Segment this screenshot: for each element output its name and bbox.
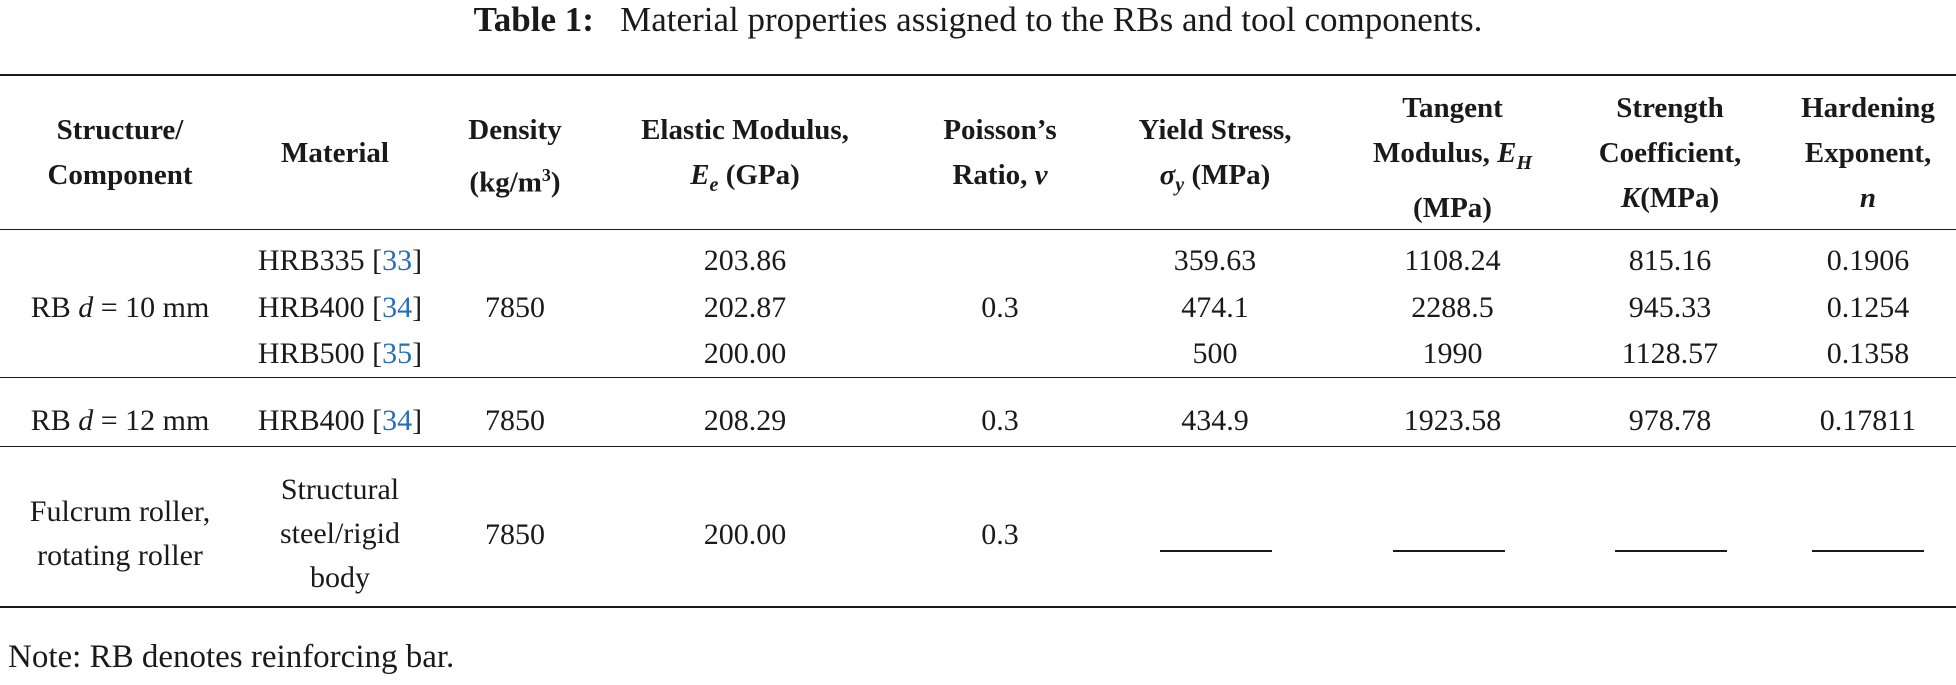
citation-link[interactable]: 35 xyxy=(382,337,413,370)
group1-row2-yield: 500 xyxy=(1192,337,1238,370)
group1-row1-hardening: 0.1254 xyxy=(1826,291,1910,324)
group1-row2-material: HRB500 [35] xyxy=(257,337,423,370)
group2-yield: 434.9 xyxy=(1181,404,1249,437)
group1-row2-tangent: 1990 xyxy=(1422,337,1483,370)
group1-rule xyxy=(0,377,1956,378)
group1-structure: RB d = 10 mm xyxy=(30,291,210,324)
citation-link[interactable]: 34 xyxy=(382,291,413,324)
group2-tangent: 1923.58 xyxy=(1403,404,1502,437)
group2-rule xyxy=(0,446,1956,447)
header-structure: Structure/ Component xyxy=(47,114,193,191)
group3-hardening-dash xyxy=(1812,550,1924,552)
table-caption: Table 1: Material properties assigned to… xyxy=(0,0,1956,40)
header-poisson: Poisson’s Ratio, ν xyxy=(943,114,1057,191)
caption-text: Material properties assigned to the RBs … xyxy=(620,0,1483,39)
group2-strength: 978.78 xyxy=(1628,404,1712,437)
group2-elastic: 208.29 xyxy=(703,404,787,437)
header-hardening-exponent: Hardening Exponent, n xyxy=(1801,92,1935,214)
header-tangent-modulus: Tangent Modulus, EH (MPa) xyxy=(1372,92,1532,224)
header-strength-coefficient: Strength Coefficient, K(MPa) xyxy=(1598,92,1742,214)
group1-row0-hardening: 0.1906 xyxy=(1826,244,1910,277)
group2-structure: RB d = 12 mm xyxy=(30,404,210,437)
caption-label: Table 1: xyxy=(473,0,594,39)
top-rule xyxy=(0,74,1956,76)
header-elastic-modulus: Elastic Modulus, Ee (GPa) xyxy=(641,114,849,196)
header-rule xyxy=(0,229,1956,230)
group1-row0-yield: 359.63 xyxy=(1173,244,1257,277)
header-material: Material xyxy=(281,137,389,169)
group1-density: 7850 xyxy=(485,291,545,324)
group3-tangent-dash xyxy=(1393,550,1505,552)
group2-material: HRB400 [34] xyxy=(257,404,423,437)
group1-row0-elastic: 203.86 xyxy=(703,244,787,277)
group1-row1-strength: 945.33 xyxy=(1628,291,1712,324)
group3-poisson: 0.3 xyxy=(981,518,1019,551)
group1-row1-elastic: 202.87 xyxy=(703,291,787,324)
header-density: Density (kg/m3) xyxy=(468,114,562,199)
citation-link[interactable]: 33 xyxy=(382,244,413,277)
citation-link[interactable]: 34 xyxy=(382,404,413,437)
group1-row1-material: HRB400 [34] xyxy=(257,291,423,324)
group1-row2-elastic: 200.00 xyxy=(703,337,787,370)
group3-material: Structural steel/rigid body xyxy=(280,473,400,594)
group2-poisson: 0.3 xyxy=(981,404,1019,437)
group1-row0-tangent: 1108.24 xyxy=(1404,244,1501,277)
group3-density: 7850 xyxy=(485,518,545,551)
group1-row1-tangent: 2288.5 xyxy=(1411,291,1494,324)
group3-yield-dash xyxy=(1160,550,1272,552)
bottom-rule xyxy=(0,606,1956,608)
group1-row1-yield: 474.1 xyxy=(1181,291,1249,324)
group3-elastic: 200.00 xyxy=(703,518,787,551)
group1-row0-material: HRB335 [33] xyxy=(257,244,423,277)
group1-poisson: 0.3 xyxy=(981,291,1019,324)
header-yield-stress: Yield Stress, σy (MPa) xyxy=(1138,114,1292,196)
group3-structure: Fulcrum roller, rotating roller xyxy=(29,495,211,572)
group2-hardening: 0.17811 xyxy=(1819,404,1917,437)
group1-row2-hardening: 0.1358 xyxy=(1826,337,1910,370)
group3-strength-dash xyxy=(1615,550,1727,552)
group1-row0-strength: 815.16 xyxy=(1628,244,1712,277)
group1-row2-strength: 1128.57 xyxy=(1621,337,1719,370)
table-note: Note: RB denotes reinforcing bar. xyxy=(8,639,455,675)
group2-density: 7850 xyxy=(485,404,545,437)
